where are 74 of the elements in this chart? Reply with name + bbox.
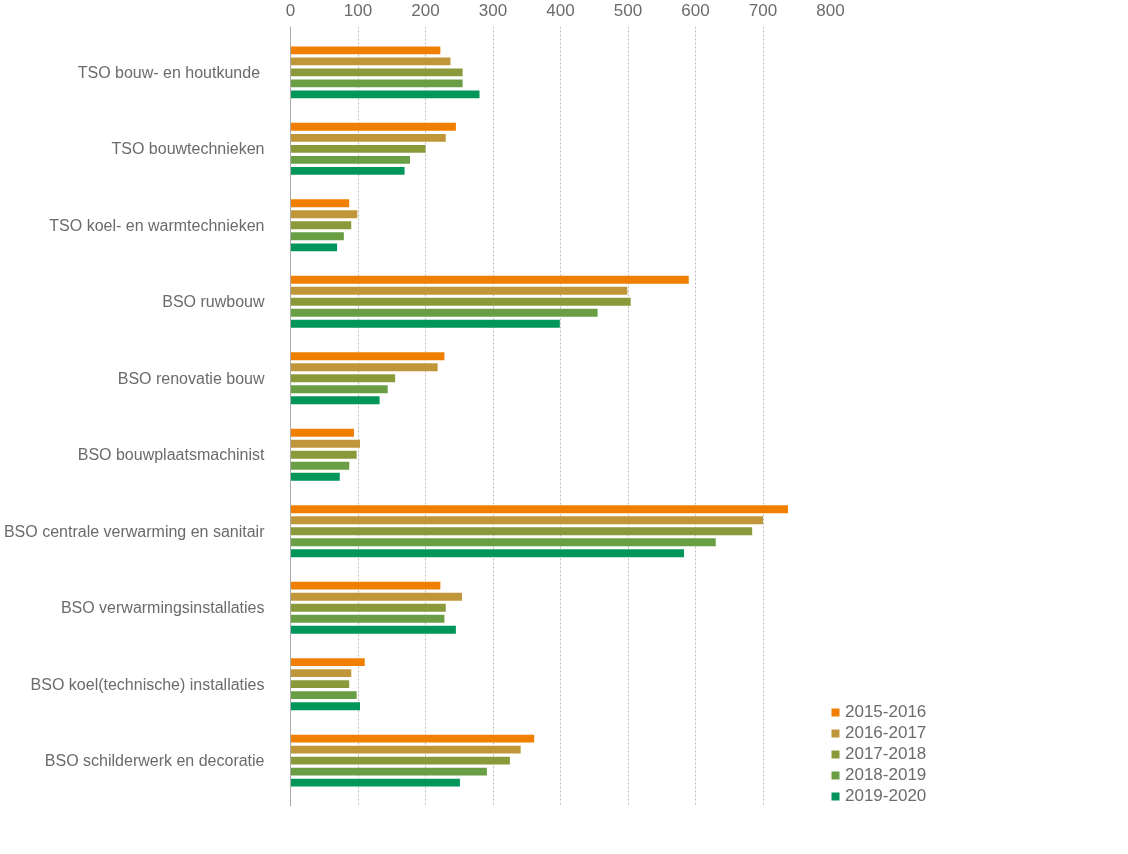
y-tick-label: TSO koel- en warmtechnieken — [49, 216, 265, 234]
bar — [290, 745, 521, 754]
bar — [290, 614, 445, 623]
y-tick-label: BSO schilderwerk en decoratie — [44, 752, 265, 770]
y-tick-label: BSO ruwbouw — [162, 293, 265, 311]
bar — [290, 527, 753, 536]
x-tick-label: 600 — [681, 0, 710, 20]
bar — [290, 319, 560, 328]
bar — [290, 385, 388, 394]
bar — [290, 363, 438, 372]
bar — [290, 199, 350, 208]
bar — [290, 68, 463, 77]
bar — [290, 505, 788, 514]
y-tick-label: TSO bouwtechnieken — [111, 140, 265, 158]
x-tick-label: 0 — [285, 0, 296, 20]
bar — [290, 352, 445, 361]
bar — [290, 79, 463, 88]
bar — [290, 538, 716, 547]
legend-label: 2019-2020 — [845, 786, 927, 806]
bar — [290, 516, 763, 525]
bar — [290, 155, 410, 164]
bar — [290, 396, 380, 405]
bar — [290, 243, 338, 252]
x-tick-label: 100 — [343, 0, 373, 20]
bar — [290, 122, 456, 131]
y-tick-label: TSO bouw- en houtkunde — [77, 63, 261, 81]
legend-label: 2015-2016 — [845, 702, 927, 722]
bar — [290, 461, 350, 470]
bar — [290, 658, 365, 667]
bar — [290, 428, 354, 437]
x-tick-label: 400 — [546, 0, 575, 20]
x-tick-label: 200 — [411, 0, 440, 20]
bar — [290, 592, 462, 601]
bar — [290, 286, 628, 295]
x-tick-label: 800 — [816, 0, 845, 20]
bar — [290, 767, 487, 776]
bar — [290, 734, 535, 743]
x-tick-label: 300 — [478, 0, 508, 20]
bar — [290, 450, 357, 459]
bar — [290, 374, 396, 383]
bar — [290, 166, 405, 175]
bar — [290, 625, 456, 634]
bar — [290, 472, 340, 481]
bar — [290, 210, 358, 219]
bar — [290, 756, 510, 765]
bar — [290, 680, 350, 689]
legend-label: 2016-2017 — [845, 723, 927, 743]
bar — [290, 46, 441, 55]
bar — [290, 581, 441, 590]
bar — [290, 133, 446, 142]
bar — [290, 297, 631, 306]
bar — [290, 549, 685, 558]
bar — [290, 308, 598, 317]
legend-label: 2017-2018 — [845, 744, 927, 764]
bar — [290, 275, 689, 284]
y-tick-label: BSO verwarmingsinstallaties — [60, 599, 265, 617]
y-tick-label: BSO bouwplaatsmachinist — [77, 446, 266, 464]
bar — [290, 144, 426, 153]
bar — [290, 439, 361, 448]
x-tick-label: 700 — [748, 0, 778, 20]
bar — [290, 603, 446, 612]
bar — [290, 57, 451, 66]
bar — [290, 702, 361, 711]
y-tick-label: BSO renovatie bouw — [117, 369, 265, 387]
y-tick-label: BSO centrale verwarming en sanitair — [3, 522, 266, 540]
bar — [290, 232, 344, 241]
bar — [290, 691, 357, 700]
bar — [290, 778, 460, 787]
legend-label: 2018-2019 — [845, 765, 927, 785]
x-tick-label: 500 — [613, 0, 643, 20]
bar — [290, 90, 480, 99]
bar — [290, 221, 352, 230]
y-tick-label: BSO koel(technische) installaties — [30, 675, 265, 693]
bar — [290, 669, 352, 678]
